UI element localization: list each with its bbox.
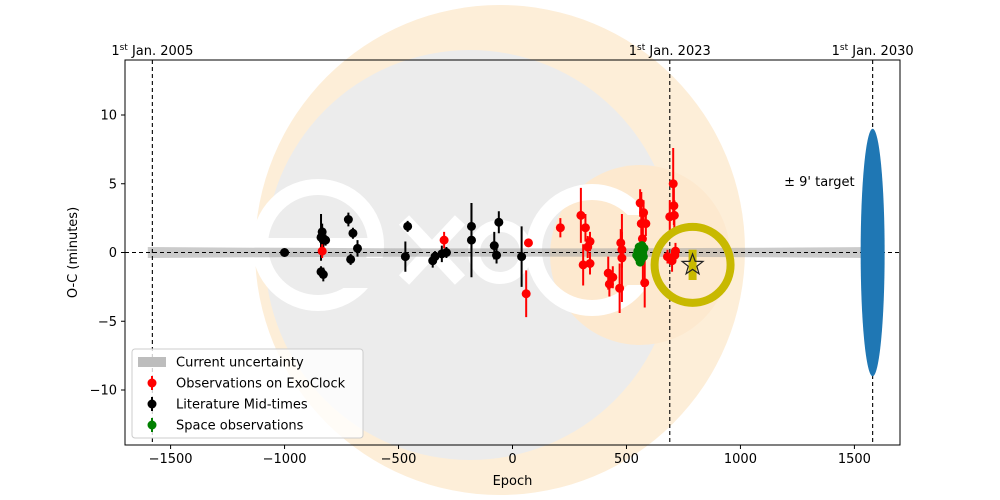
x-tick-label: −500 [381,452,417,467]
data-point [441,248,451,257]
date-label-sup: st [120,43,129,53]
data-point [494,217,504,227]
prediction-layer [650,222,735,307]
data-point [317,227,327,237]
date-label-text: Jan. 2023 [645,44,711,59]
y-axis-title: O-C (minutes) [66,207,81,298]
data-point [640,278,650,288]
data-point [353,243,362,253]
date-label-prefix: 1 [629,44,637,59]
data-point [635,198,645,208]
data-point [348,228,358,238]
legend-label: Observations on ExoClock [176,377,346,392]
legend-swatch-point [147,399,157,409]
y-tick-label: 0 [109,246,117,261]
data-point [403,221,413,231]
date-label-sup: st [840,43,849,53]
data-point [668,179,678,189]
y-tick-label: 5 [109,177,117,192]
data-point [280,248,290,257]
x-tick-label: −1500 [149,452,193,467]
legend-label: Current uncertainty [176,356,304,371]
y-tick-label: −10 [90,384,117,399]
data-point [555,223,565,233]
date-label-prefix: 1 [832,44,840,59]
data-point [585,237,595,246]
data-point [669,210,679,220]
legend-swatch-point [147,378,157,388]
data-point [641,219,651,229]
x-axis-title: Epoch [493,474,533,489]
data-point [580,223,590,233]
series-observations-on-exoclock [317,148,680,318]
data-points-layer [280,148,680,318]
legend: Current uncertainty Observations on ExoCl… [131,348,364,439]
prediction-error-bar [688,249,697,280]
data-point [635,257,645,267]
target-ellipse [860,128,885,377]
data-point [521,289,531,299]
data-point [466,235,476,245]
x-tick-label: 500 [614,452,639,467]
data-point [343,215,353,224]
data-point [346,254,356,264]
legend-swatch-point [147,420,157,430]
date-label-1: 1st Jan. 2023 [629,43,711,59]
logo-letter-e-ring [252,179,384,311]
legend-label: Space observations [176,419,304,434]
date-label-2: 1st Jan. 2030 [832,43,914,59]
data-point [321,235,331,245]
data-point [576,210,586,220]
legend-box [131,348,364,439]
data-point [617,245,627,255]
legend-label: Literature Mid-times [176,398,308,413]
series-space-observations [632,241,649,267]
data-point [317,246,327,256]
prediction-ring [650,222,735,307]
target-label: ± 9' target [784,175,855,190]
data-point [517,252,527,262]
reference-lines: 1st Jan. 2005 1st Jan. 2023 1st Jan. 2030 [111,43,914,445]
data-point [492,250,502,260]
date-label-text: Jan. 2005 [128,44,194,59]
x-tick-label: −1000 [263,452,307,467]
x-tick-label: 1000 [724,452,757,467]
axes: −1500 −1000 −500 0 500 1000 1500 −10 −5 0 5 10 Epoch… [66,59,901,489]
data-point [616,238,626,248]
date-label-0: 1st Jan. 2005 [111,43,193,59]
date-label-prefix: 1 [111,44,119,59]
data-point [578,260,588,270]
data-point [400,252,410,262]
target-layer: ± 9' target [784,128,885,377]
data-point [439,235,449,245]
legend-swatch-band [138,357,166,367]
y-tick-label: −5 [98,315,117,330]
data-point [585,259,595,268]
data-point [523,238,533,248]
data-point [608,272,618,282]
date-label-sup: st [637,43,646,53]
series-literature-mid-times [280,203,527,287]
date-label-text: Jan. 2030 [848,44,914,59]
data-point [604,279,614,289]
data-point [670,246,680,256]
y-tick-label: 10 [100,109,117,124]
x-tick-label: 0 [508,452,516,467]
data-point [430,252,440,262]
x-tick-label: 1500 [838,452,871,467]
data-point [318,270,328,279]
prediction-star-icon [680,252,705,276]
data-point [639,243,649,253]
